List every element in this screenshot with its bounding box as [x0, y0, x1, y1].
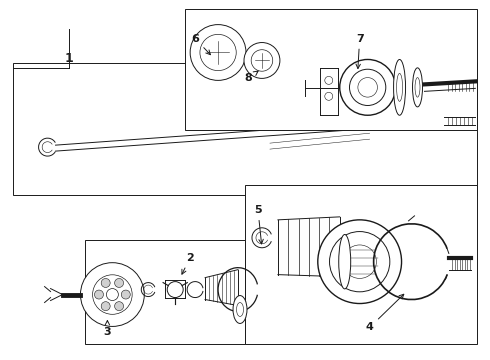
- Circle shape: [93, 275, 132, 314]
- Bar: [185, 9, 477, 130]
- Circle shape: [95, 290, 103, 299]
- Circle shape: [106, 289, 119, 301]
- Text: 2: 2: [182, 253, 194, 274]
- Text: 4: 4: [366, 294, 404, 332]
- Circle shape: [190, 24, 246, 80]
- Ellipse shape: [415, 78, 420, 97]
- Bar: [13, 63, 477, 195]
- Circle shape: [329, 231, 390, 292]
- Circle shape: [101, 279, 110, 287]
- Ellipse shape: [339, 234, 351, 289]
- Bar: [85, 240, 245, 345]
- Circle shape: [340, 59, 395, 115]
- Ellipse shape: [237, 302, 244, 316]
- Bar: [245, 185, 477, 345]
- Circle shape: [349, 69, 386, 105]
- Circle shape: [167, 282, 183, 298]
- Circle shape: [115, 302, 123, 311]
- Circle shape: [318, 220, 401, 303]
- Text: 6: 6: [191, 33, 210, 55]
- Text: 3: 3: [103, 320, 111, 337]
- Ellipse shape: [396, 73, 403, 101]
- Ellipse shape: [413, 68, 422, 107]
- Circle shape: [244, 42, 280, 78]
- Text: 1: 1: [64, 52, 73, 65]
- Circle shape: [251, 50, 273, 71]
- Text: 5: 5: [254, 205, 263, 244]
- Text: 7: 7: [356, 33, 364, 68]
- Circle shape: [200, 34, 236, 71]
- Ellipse shape: [233, 296, 247, 323]
- Circle shape: [80, 263, 144, 327]
- Ellipse shape: [393, 59, 406, 115]
- Circle shape: [358, 78, 377, 97]
- Circle shape: [122, 290, 130, 299]
- Text: 8: 8: [244, 71, 258, 84]
- Circle shape: [115, 279, 123, 287]
- Circle shape: [101, 302, 110, 311]
- Circle shape: [343, 245, 376, 278]
